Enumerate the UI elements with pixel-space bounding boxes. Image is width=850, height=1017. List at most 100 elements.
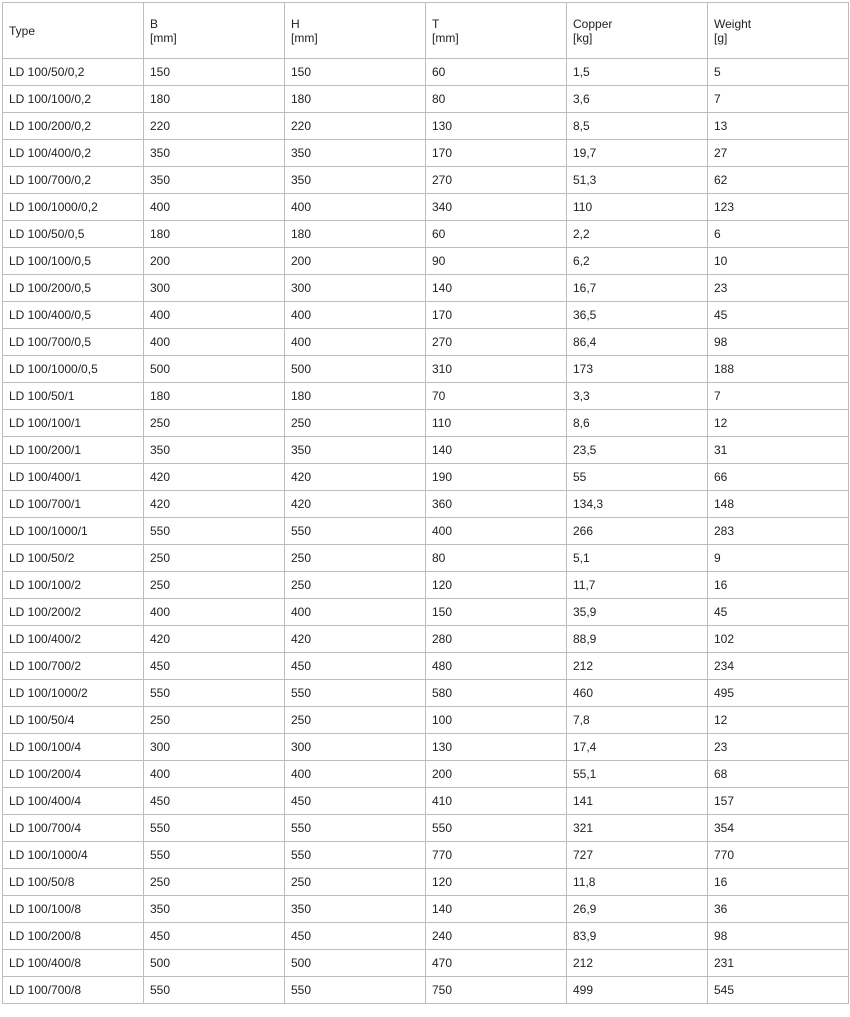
cell-copper: 8,6 (566, 409, 708, 437)
cell-b: 180 (143, 220, 285, 248)
cell-weight: 7 (707, 85, 849, 113)
table-row: LD 100/200/0,2 220 220 130 8,5 13 (2, 112, 849, 140)
cell-copper: 727 (566, 841, 708, 869)
table-row: LD 100/50/4 250 250 100 7,8 12 (2, 706, 849, 734)
cell-t: 130 (425, 733, 567, 761)
cell-t: 110 (425, 409, 567, 437)
cell-copper: 55,1 (566, 760, 708, 788)
cell-h: 180 (284, 85, 426, 113)
cell-copper: 5,1 (566, 544, 708, 572)
cell-weight: 770 (707, 841, 849, 869)
cell-weight: 45 (707, 598, 849, 626)
cell-h: 250 (284, 544, 426, 572)
cell-copper: 11,7 (566, 571, 708, 599)
cell-t: 100 (425, 706, 567, 734)
cell-copper: 141 (566, 787, 708, 815)
cell-h: 250 (284, 409, 426, 437)
table-row: LD 100/50/1 180 180 70 3,3 7 (2, 382, 849, 410)
cell-weight: 157 (707, 787, 849, 815)
cell-copper: 36,5 (566, 301, 708, 329)
cell-b: 200 (143, 247, 285, 275)
cell-type: LD 100/200/1 (2, 436, 144, 464)
column-header-label: T (432, 16, 440, 31)
column-header-label: Weight (714, 16, 752, 31)
column-header-unit: [mm] (150, 30, 177, 45)
table-row: LD 100/1000/0,5 500 500 310 173 188 (2, 355, 849, 383)
cell-h: 180 (284, 382, 426, 410)
cell-h: 550 (284, 679, 426, 707)
cell-t: 580 (425, 679, 567, 707)
cell-type: LD 100/100/4 (2, 733, 144, 761)
cell-type: LD 100/200/8 (2, 922, 144, 950)
cell-h: 150 (284, 58, 426, 86)
cell-copper: 23,5 (566, 436, 708, 464)
cell-t: 200 (425, 760, 567, 788)
table-row: LD 100/400/4 450 450 410 141 157 (2, 787, 849, 815)
table-row: LD 100/100/0,5 200 200 90 6,2 10 (2, 247, 849, 275)
cell-h: 450 (284, 652, 426, 680)
cell-type: LD 100/100/1 (2, 409, 144, 437)
cell-weight: 23 (707, 274, 849, 302)
cell-type: LD 100/700/0,5 (2, 328, 144, 356)
cell-b: 500 (143, 355, 285, 383)
table-row: LD 100/50/8 250 250 120 11,8 16 (2, 868, 849, 896)
table-row: LD 100/1000/4 550 550 770 727 770 (2, 841, 849, 869)
cell-type: LD 100/1000/2 (2, 679, 144, 707)
cell-b: 420 (143, 463, 285, 491)
cell-copper: 26,9 (566, 895, 708, 923)
cell-h: 350 (284, 895, 426, 923)
cell-h: 450 (284, 922, 426, 950)
cell-h: 400 (284, 301, 426, 329)
table-row: LD 100/50/0,2 150 150 60 1,5 5 (2, 58, 849, 86)
cell-weight: 7 (707, 382, 849, 410)
cell-b: 350 (143, 166, 285, 194)
cell-type: LD 100/50/2 (2, 544, 144, 572)
cell-weight: 13 (707, 112, 849, 140)
cell-weight: 123 (707, 193, 849, 221)
table-row: LD 100/200/8 450 450 240 83,9 98 (2, 922, 849, 950)
cell-t: 80 (425, 544, 567, 572)
cell-h: 250 (284, 706, 426, 734)
cell-copper: 88,9 (566, 625, 708, 653)
table-row: LD 100/700/4 550 550 550 321 354 (2, 814, 849, 842)
cell-b: 250 (143, 544, 285, 572)
cell-b: 250 (143, 868, 285, 896)
cell-t: 140 (425, 895, 567, 923)
cell-weight: 98 (707, 328, 849, 356)
cell-b: 400 (143, 598, 285, 626)
cell-b: 450 (143, 787, 285, 815)
cell-t: 190 (425, 463, 567, 491)
table-row: LD 100/700/0,2 350 350 270 51,3 62 (2, 166, 849, 194)
table-row: LD 100/100/1 250 250 110 8,6 12 (2, 409, 849, 437)
cell-t: 340 (425, 193, 567, 221)
cell-b: 400 (143, 760, 285, 788)
column-header-label: Type (9, 23, 36, 38)
cell-weight: 12 (707, 409, 849, 437)
cell-t: 60 (425, 58, 567, 86)
cell-weight: 98 (707, 922, 849, 950)
cell-b: 450 (143, 652, 285, 680)
cell-copper: 16,7 (566, 274, 708, 302)
cell-h: 400 (284, 598, 426, 626)
cell-t: 130 (425, 112, 567, 140)
cell-h: 400 (284, 193, 426, 221)
table-row: LD 100/700/2 450 450 480 212 234 (2, 652, 849, 680)
cell-b: 180 (143, 85, 285, 113)
cell-weight: 62 (707, 166, 849, 194)
cell-type: LD 100/50/8 (2, 868, 144, 896)
cell-t: 150 (425, 598, 567, 626)
cell-b: 550 (143, 517, 285, 545)
table-row: LD 100/400/2 420 420 280 88,9 102 (2, 625, 849, 653)
cell-copper: 1,5 (566, 58, 708, 86)
cell-type: LD 100/50/0,2 (2, 58, 144, 86)
cell-b: 550 (143, 814, 285, 842)
cell-t: 140 (425, 436, 567, 464)
cell-h: 300 (284, 733, 426, 761)
cell-b: 550 (143, 841, 285, 869)
cell-h: 420 (284, 625, 426, 653)
cell-type: LD 100/400/1 (2, 463, 144, 491)
cell-type: LD 100/100/0,5 (2, 247, 144, 275)
table-row: LD 100/1000/0,2 400 400 340 110 123 (2, 193, 849, 221)
cell-t: 170 (425, 139, 567, 167)
